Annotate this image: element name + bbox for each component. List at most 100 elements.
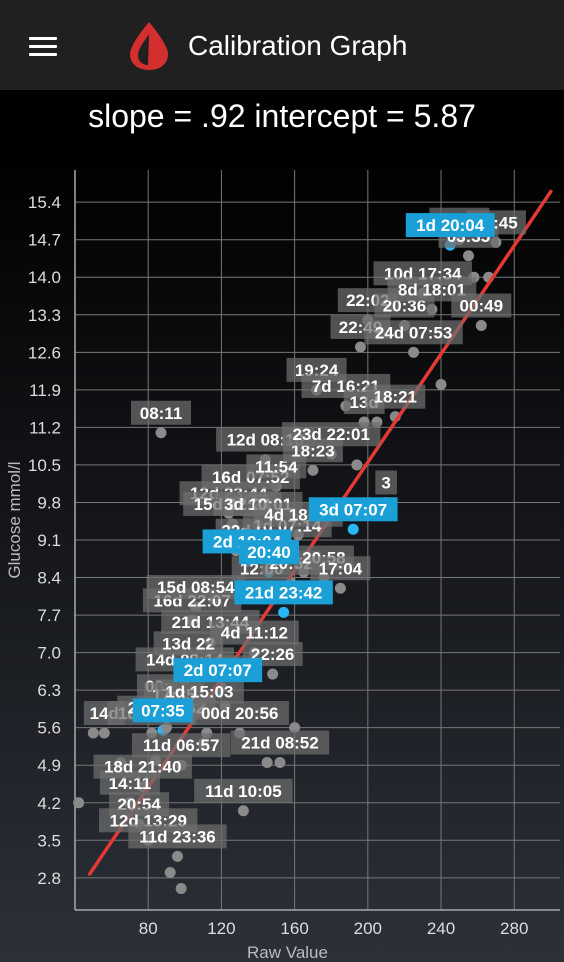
data-point bbox=[334, 582, 346, 594]
data-point bbox=[237, 805, 249, 817]
hamburger-menu-icon[interactable] bbox=[22, 32, 62, 62]
calibration-label: 23d 22:01 bbox=[282, 422, 381, 447]
calibration-label: 18:21 bbox=[365, 384, 426, 409]
x-tick-label: 160 bbox=[280, 919, 308, 938]
label-text: 18d 21:40 bbox=[104, 758, 182, 777]
calibration-label: 08:11 bbox=[131, 400, 192, 425]
y-tick-label: 15.4 bbox=[28, 193, 61, 212]
data-point bbox=[261, 757, 273, 769]
x-tick-label: 240 bbox=[427, 919, 455, 938]
label-text: 08:11 bbox=[140, 404, 183, 423]
calibration-label: 8d 18:01 bbox=[387, 277, 477, 302]
calibration-label-highlighted: 3d 07:07 bbox=[308, 497, 398, 522]
y-tick-label: 9.8 bbox=[37, 493, 61, 512]
label-text: 11d 06:57 bbox=[143, 736, 220, 755]
label-box bbox=[230, 730, 330, 755]
data-point bbox=[408, 346, 420, 358]
label-box bbox=[239, 540, 299, 565]
y-tick-label: 11.2 bbox=[29, 418, 61, 437]
y-tick-label: 12.6 bbox=[28, 343, 61, 362]
label-box bbox=[310, 556, 371, 581]
label-box bbox=[131, 400, 192, 425]
label-text: 1d 20:04 bbox=[416, 216, 485, 235]
y-tick-label: 10.5 bbox=[28, 456, 61, 475]
app-title: Calibration Graph bbox=[188, 30, 408, 61]
label-text: 3 bbox=[381, 473, 390, 492]
label-box bbox=[234, 580, 333, 605]
x-tick-label: 280 bbox=[500, 919, 528, 938]
y-tick-label: 4.9 bbox=[37, 756, 61, 775]
label-box bbox=[209, 620, 299, 645]
calibration-label: 24d 07:53 bbox=[364, 320, 463, 345]
label-text: 18:21 bbox=[374, 388, 417, 407]
data-point bbox=[435, 378, 447, 390]
app-bar: Calibration Graph bbox=[0, 0, 564, 90]
data-point bbox=[73, 797, 85, 809]
y-tick-label: 5.6 bbox=[37, 719, 61, 738]
data-point-highlighted bbox=[347, 523, 359, 535]
label-text: 4d 11:12 bbox=[221, 624, 288, 643]
label-box bbox=[364, 320, 463, 345]
calibration-label: 11d 23:36 bbox=[128, 824, 227, 849]
label-text: 13d 22 bbox=[162, 634, 215, 653]
label-box bbox=[173, 658, 263, 683]
y-tick-label: 8.4 bbox=[37, 569, 61, 588]
y-tick-label: 2.8 bbox=[37, 869, 61, 888]
calibration-label-highlighted: 07:35 bbox=[132, 698, 193, 723]
label-text: 00d 20:56 bbox=[201, 704, 279, 723]
calibration-label-highlighted: 21d 23:42 bbox=[234, 580, 333, 605]
data-point bbox=[462, 250, 474, 262]
y-axis-title: Glucose mmol/l bbox=[5, 461, 24, 578]
calibration-label: 4d 11:12 bbox=[209, 620, 299, 645]
data-point bbox=[164, 866, 176, 878]
data-point bbox=[351, 459, 363, 471]
data-point bbox=[98, 727, 110, 739]
label-text: 1d 15:03 bbox=[165, 683, 233, 702]
calibration-label-highlighted: 20:40 bbox=[239, 540, 299, 565]
calibration-label: 3 bbox=[375, 470, 397, 495]
data-point bbox=[307, 464, 319, 476]
label-box bbox=[132, 698, 193, 723]
label-text: 07:35 bbox=[141, 701, 184, 720]
y-tick-label: 14.0 bbox=[28, 268, 61, 287]
label-text: 20:40 bbox=[247, 543, 290, 562]
x-tick-label: 80 bbox=[139, 919, 158, 938]
label-box bbox=[190, 701, 289, 726]
calibration-label: 00d 20:56 bbox=[190, 701, 289, 726]
label-box bbox=[451, 293, 512, 318]
calibration-label-highlighted: 2d 07:07 bbox=[173, 658, 263, 683]
calibration-label: 1d 15:03 bbox=[155, 679, 244, 704]
y-tick-label: 7.0 bbox=[37, 644, 61, 663]
label-text: 3d 07:07 bbox=[319, 500, 387, 519]
label-box bbox=[282, 422, 381, 447]
data-point bbox=[267, 668, 279, 680]
data-point bbox=[87, 727, 99, 739]
data-point-highlighted bbox=[278, 606, 290, 618]
y-tick-label: 11.9 bbox=[29, 381, 61, 400]
label-box bbox=[131, 733, 231, 758]
calibration-label: 18d 21:40 bbox=[93, 754, 192, 779]
calibration-scatter-chart[interactable]: 15.4 14.7 14.0 13.3 12.6 11.9 11.2 10.5 9.8 9.1 8.… bbox=[0, 150, 564, 962]
data-point bbox=[475, 320, 487, 332]
label-text: 24d 07:53 bbox=[375, 323, 453, 342]
label-text: 21d 23:42 bbox=[245, 583, 323, 602]
data-point bbox=[274, 757, 286, 769]
label-text: 00:49 bbox=[460, 297, 503, 316]
label-box bbox=[146, 575, 245, 600]
calibration-label: 11d 10:05 bbox=[194, 778, 293, 803]
label-text: 23d 22:01 bbox=[292, 425, 370, 444]
data-point bbox=[289, 722, 301, 734]
label-text: 17:04 bbox=[319, 559, 363, 578]
calibration-label: 21d 08:52 bbox=[230, 730, 330, 755]
calibration-formula: slope = .92 intercept = 5.87 bbox=[88, 98, 476, 134]
calibration-label: 17:04 bbox=[310, 556, 371, 581]
data-point bbox=[155, 427, 167, 439]
calibration-label: 15d 08:54 bbox=[146, 575, 245, 600]
label-box bbox=[194, 778, 293, 803]
label-box bbox=[128, 824, 227, 849]
calibration-label-highlighted: 1d 20:04 bbox=[405, 213, 495, 238]
y-tick-label: 6.3 bbox=[37, 681, 61, 700]
label-text: 15d 08:54 bbox=[157, 578, 235, 597]
calibration-label: 11d 06:57 bbox=[131, 733, 231, 758]
label-box bbox=[375, 470, 397, 495]
